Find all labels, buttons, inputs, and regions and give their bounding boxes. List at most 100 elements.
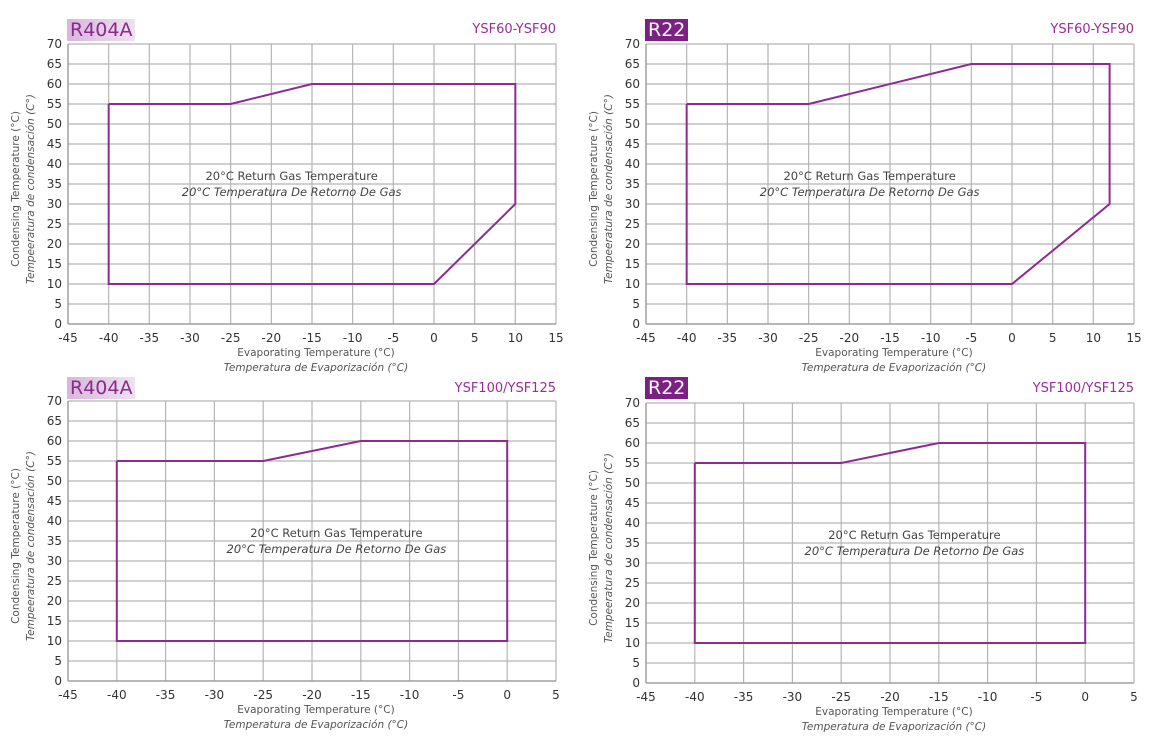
x-tick-label: -25 [221, 331, 241, 345]
y-tick-label: 65 [47, 414, 62, 428]
x-tick-label: -25 [253, 688, 273, 702]
y-tick-label: 60 [625, 77, 640, 91]
y-tick-label: 40 [625, 157, 640, 171]
x-tick-label: -10 [921, 331, 941, 345]
y-tick-label: 30 [47, 554, 62, 568]
x-tick-label: 10 [508, 331, 523, 345]
x-tick-label: -15 [880, 331, 900, 345]
x-tick-label: -30 [205, 688, 225, 702]
model-label: YSF100/YSF125 [454, 381, 556, 396]
annotation-text-es: 20°C Temperatura De Retorno De Gas [182, 185, 402, 199]
y-tick-label: 0 [54, 317, 62, 331]
y-axis-title: Condensing Temperature (°C) [10, 468, 22, 624]
x-axis-title: Evaporating Temperature (°C) [815, 347, 972, 359]
y-tick-label: 55 [625, 456, 640, 470]
y-axis-title-es: Tempeeratura de condensación (C°) [603, 94, 615, 284]
annotation-text: 20°C Return Gas Temperature [205, 169, 377, 183]
annotation-text-es: 20°C Temperatura De Retorno De Gas [227, 542, 447, 556]
x-tick-label: 5 [1049, 331, 1057, 345]
envelope-chart: -45 -40 -35 -30 -25 -20 -15 -10 -5 0 5051015202530… [588, 396, 1138, 733]
y-tick-label: 10 [625, 277, 640, 291]
y-axis-title-es: Tempeeratura de condensación (C°) [25, 94, 37, 284]
y-axis-title: Condensing Temperature (°C) [588, 111, 600, 267]
y-tick-label: 65 [47, 57, 62, 71]
x-tick-label: 5 [1130, 690, 1138, 704]
y-tick-label: 40 [625, 516, 640, 530]
annotation-text-es: 20°C Temperatura De Retorno De Gas [805, 544, 1025, 558]
y-tick-label: 70 [625, 396, 640, 410]
x-tick-label: -10 [400, 688, 420, 702]
x-tick-label: -20 [262, 331, 282, 345]
x-tick-label: 5 [552, 688, 560, 702]
y-tick-label: 35 [47, 177, 62, 191]
x-tick-label: -45 [58, 688, 78, 702]
model-label: YSF100/YSF125 [1032, 381, 1134, 396]
refrigerant-badge: R404A [67, 377, 136, 399]
y-tick-label: 45 [47, 137, 62, 151]
y-axis-title: Condensing Temperature (°C) [10, 111, 22, 267]
x-tick-label: -25 [831, 690, 851, 704]
chart-panel-r22-ysf100: R22 YSF100/YSF125 -45 -40 -35 -30 -25 -20 -15 -… [578, 375, 1156, 750]
y-tick-label: 30 [625, 197, 640, 211]
x-tick-label: -20 [880, 690, 900, 704]
x-tick-label: -25 [799, 331, 819, 345]
y-tick-label: 25 [625, 576, 640, 590]
y-tick-label: 0 [632, 676, 640, 690]
x-tick-label: -5 [387, 331, 399, 345]
x-tick-label: 0 [1008, 331, 1016, 345]
y-tick-label: 35 [47, 534, 62, 548]
annotation-text: 20°C Return Gas Temperature [783, 169, 955, 183]
x-tick-label: -40 [99, 331, 119, 345]
x-tick-label: -15 [351, 688, 371, 702]
model-label: YSF60-YSF90 [472, 22, 556, 37]
x-tick-label: -30 [783, 690, 803, 704]
x-tick-label: -35 [734, 690, 754, 704]
x-axis-title-es: Temperatura de Evaporización (°C) [224, 719, 408, 731]
x-tick-label: -30 [758, 331, 778, 345]
envelope-line [107, 83, 517, 285]
x-tick-label: -45 [636, 690, 656, 704]
x-tick-label: -40 [107, 688, 127, 702]
model-label: YSF60-YSF90 [1050, 22, 1134, 37]
annotation-text: 20°C Return Gas Temperature [828, 528, 1000, 542]
x-tick-label: 0 [1081, 690, 1089, 704]
y-tick-label: 50 [625, 476, 640, 490]
y-tick-label: 5 [632, 656, 640, 670]
x-tick-label: 10 [1086, 331, 1101, 345]
x-tick-label: -35 [156, 688, 176, 702]
y-tick-label: 50 [47, 117, 62, 131]
x-tick-label: 0 [430, 331, 438, 345]
x-tick-label: 0 [503, 688, 511, 702]
y-tick-label: 10 [47, 634, 62, 648]
y-tick-label: 15 [625, 257, 640, 271]
y-tick-label: 0 [54, 674, 62, 688]
y-tick-label: 30 [47, 197, 62, 211]
y-tick-label: 60 [47, 434, 62, 448]
x-tick-label: 15 [548, 331, 563, 345]
y-tick-label: 25 [47, 574, 62, 588]
y-tick-label: 15 [47, 614, 62, 628]
y-tick-label: 25 [47, 217, 62, 231]
y-tick-label: 20 [47, 594, 62, 608]
y-tick-label: 55 [625, 97, 640, 111]
chart-panel-r404a-ysf60: R404A YSF60-YSF90 -45 -40 -35 -30 -25 -20 -15-… [0, 0, 578, 375]
refrigerant-badge: R22 [645, 377, 689, 399]
y-tick-label: 5 [54, 297, 62, 311]
y-tick-label: 70 [47, 37, 62, 51]
y-tick-label: 0 [632, 317, 640, 331]
x-axis-title: Evaporating Temperature (°C) [237, 704, 394, 716]
x-tick-label: 15 [1126, 331, 1141, 345]
y-tick-label: 20 [625, 596, 640, 610]
envelope-line [685, 63, 1111, 285]
x-tick-label: -35 [718, 331, 738, 345]
x-axis-title: Evaporating Temperature (°C) [815, 706, 972, 718]
x-axis-title: Evaporating Temperature (°C) [237, 347, 394, 359]
y-tick-label: 20 [625, 237, 640, 251]
y-tick-label: 45 [625, 137, 640, 151]
y-axis-title-es: Tempeeratura de condensación (C°) [25, 451, 37, 641]
chart-panel-r22-ysf60: R22 YSF60-YSF90 -45 -40 -35 -30 -25 -20 -15 -10… [578, 0, 1156, 375]
y-tick-label: 10 [625, 636, 640, 650]
refrigerant-badge: R404A [67, 19, 136, 41]
x-axis-title-es: Temperatura de Evaporización (°C) [802, 362, 986, 374]
x-tick-label: -40 [677, 331, 697, 345]
